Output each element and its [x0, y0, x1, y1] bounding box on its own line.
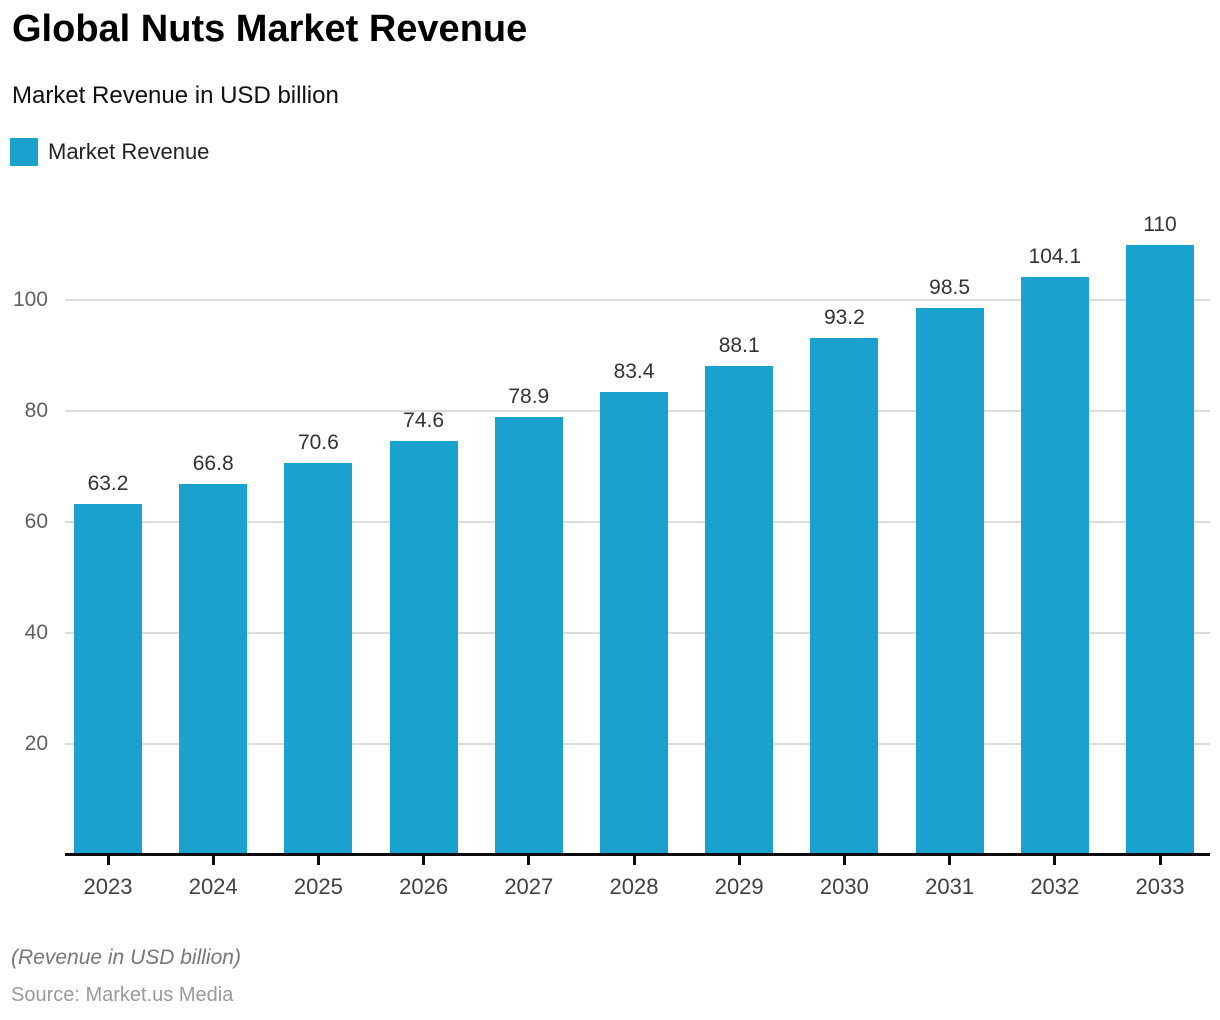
bar[interactable]	[810, 337, 879, 855]
bar[interactable]	[1020, 277, 1089, 855]
bar[interactable]	[74, 504, 142, 855]
x-axis-tick	[1158, 855, 1162, 865]
x-axis-tick	[316, 855, 320, 865]
bar-value-label: 74.6	[403, 408, 445, 432]
legend-item[interactable]: Market Revenue	[10, 138, 209, 166]
bar[interactable]	[494, 417, 563, 855]
x-axis-label: 2026	[399, 874, 449, 899]
x-axis-tick	[632, 855, 636, 865]
bar[interactable]	[179, 484, 248, 855]
x-axis-label: 2031	[925, 874, 975, 899]
x-axis-tick	[1053, 855, 1057, 865]
x-axis-tick	[527, 855, 531, 865]
gridline	[65, 299, 1210, 301]
x-axis-tick	[948, 855, 952, 865]
x-axis-label: 2024	[188, 874, 238, 899]
bar[interactable]	[600, 392, 668, 855]
x-axis-label: 2029	[714, 874, 764, 899]
x-axis-label: 2030	[819, 874, 869, 899]
bar-value-label: 104.1	[1028, 245, 1082, 269]
x-axis-label: 2027	[504, 874, 554, 899]
bar[interactable]	[284, 463, 353, 855]
legend-swatch-icon	[10, 138, 38, 166]
y-axis-label: 80	[24, 399, 48, 422]
legend-label: Market Revenue	[48, 139, 210, 164]
x-axis-label: 2028	[609, 874, 659, 899]
bar[interactable]	[705, 366, 774, 855]
x-axis-tick	[842, 855, 846, 865]
chart-title: Global Nuts Market Revenue	[12, 8, 528, 50]
x-axis-tick	[211, 855, 215, 865]
bar[interactable]	[1126, 244, 1194, 855]
chart-subtitle: Market Revenue in USD billion	[12, 82, 339, 109]
x-axis-label: 2023	[83, 874, 133, 899]
x-axis-label: 2032	[1030, 874, 1080, 899]
bar-value-label: 93.2	[823, 305, 865, 329]
bar[interactable]	[915, 308, 984, 855]
bar-value-label: 63.2	[87, 472, 129, 496]
bar-value-label: 98.5	[929, 276, 971, 300]
y-axis-label: 20	[24, 732, 48, 755]
y-axis-label: 60	[24, 510, 48, 533]
bar-value-label: 88.1	[718, 334, 760, 358]
y-axis-label: 40	[24, 621, 48, 644]
bar-value-label: 66.8	[192, 452, 234, 476]
bar-value-label: 78.9	[508, 385, 550, 409]
x-axis-tick	[422, 855, 426, 865]
bar-value-label: 70.6	[297, 431, 339, 455]
x-axis-tick	[737, 855, 741, 865]
footer-source: Source: Market.us Media	[11, 984, 234, 1006]
y-axis-label: 100	[12, 288, 48, 311]
bar-value-label: 83.4	[613, 360, 655, 384]
x-axis-label: 2025	[293, 874, 343, 899]
bar[interactable]	[389, 440, 458, 855]
footer-note: (Revenue in USD billion)	[11, 946, 241, 969]
bar-value-label: 110	[1143, 212, 1177, 236]
x-axis-tick	[106, 855, 110, 865]
x-axis-line	[65, 853, 1210, 856]
x-axis-label: 2033	[1135, 874, 1185, 899]
